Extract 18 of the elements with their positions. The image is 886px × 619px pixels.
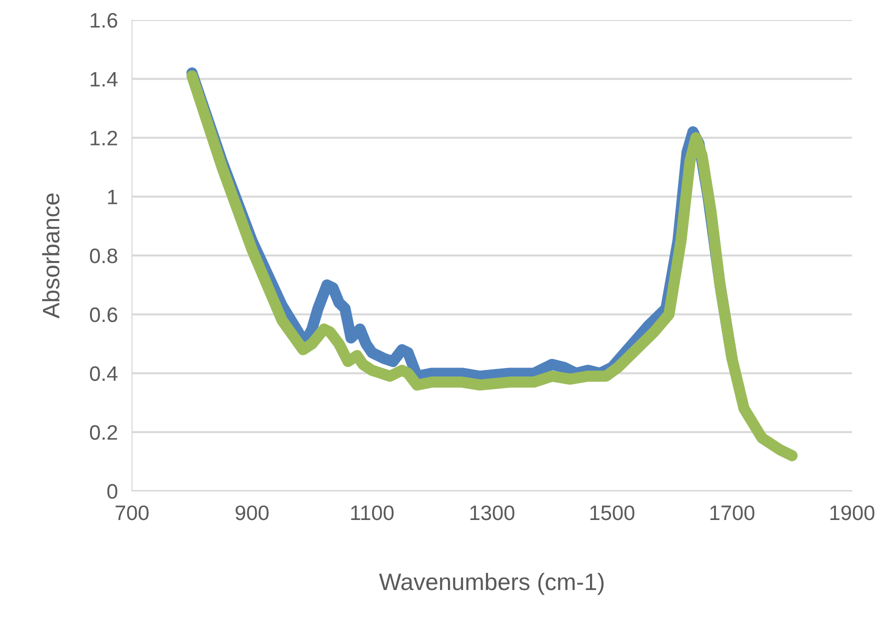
x-tick-label: 1300	[470, 505, 514, 520]
y-tick-label: 0	[107, 484, 118, 499]
y-tick-label: 0.2	[90, 425, 118, 440]
y-tick-label: 1.6	[90, 13, 118, 28]
y-tick-label: 0.6	[90, 307, 118, 322]
x-tick-label: 1700	[710, 505, 754, 520]
x-tick-label: 900	[236, 505, 269, 520]
y-tick-label: 0.4	[90, 366, 118, 382]
y-axis-title: Absorbance	[42, 194, 60, 318]
y-tick-label: 1.2	[90, 130, 118, 146]
x-tick-label: 700	[116, 505, 149, 520]
x-tick-label: 1500	[590, 505, 634, 520]
x-axis-title: Wavenumbers (cm-1)	[379, 572, 604, 595]
x-tick-label: 1900	[830, 505, 874, 520]
x-tick-label: 1100	[351, 505, 394, 520]
y-tick-label: 1.4	[90, 72, 118, 86]
y-tick-label: 0.8	[90, 248, 118, 264]
y-tick-label: 1	[108, 190, 118, 204]
